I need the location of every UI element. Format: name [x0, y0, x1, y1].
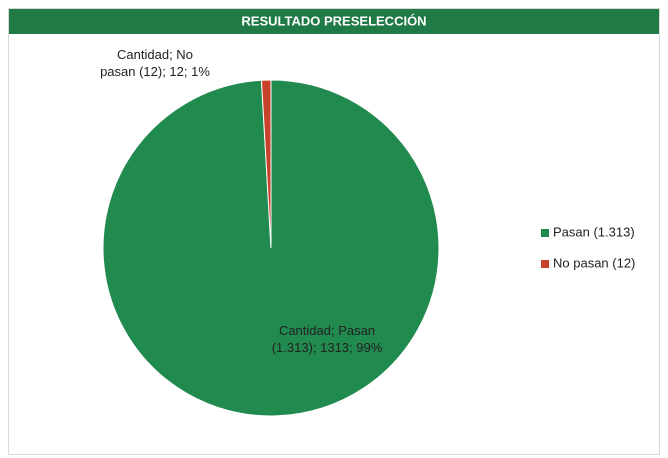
chart-title: RESULTADO PRESELECCIÓN — [241, 13, 426, 28]
data-label: Cantidad; No pasan (12); 12; 1% — [100, 47, 210, 79]
legend-label: No pasan (12) — [553, 255, 635, 270]
legend-label: Pasan (1.313) — [553, 224, 635, 239]
pie-slice — [260, 79, 272, 249]
legend-swatch — [541, 229, 549, 237]
title-bar — [9, 9, 659, 34]
data-label: Cantidad; Pasan (1.313); 1313; 99% — [271, 323, 383, 355]
legend-swatch — [541, 260, 549, 268]
